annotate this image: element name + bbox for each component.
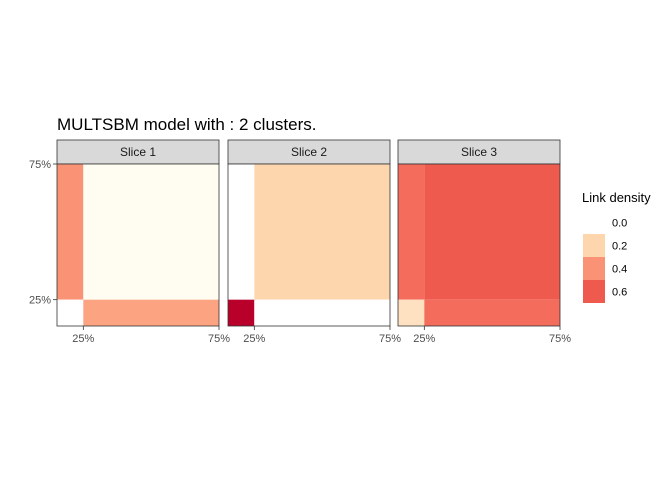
panel-border <box>56 163 220 327</box>
legend-label: 0.2 <box>612 241 627 253</box>
panel-2: Slice 2 25% 75% <box>227 139 401 345</box>
legend-key <box>583 280 605 303</box>
x-tick-label: 25% <box>243 333 265 345</box>
panel-strip <box>56 139 220 165</box>
y-tick-label: 25% <box>29 295 51 307</box>
panel-3: Slice 3 25% 75% <box>397 139 571 345</box>
heatmap-cell <box>424 164 560 300</box>
heatmap-cell <box>83 164 219 300</box>
legend-label: 0.4 <box>612 264 627 276</box>
legend-title: Link density <box>582 190 651 205</box>
legend-key <box>583 257 605 280</box>
x-tick-label: 25% <box>413 333 435 345</box>
x-tick-label: 25% <box>72 333 94 345</box>
heatmap-cell <box>228 299 255 326</box>
x-tick-label: 75% <box>379 333 401 345</box>
legend-key <box>583 234 605 257</box>
x-tick-label: 75% <box>549 333 571 345</box>
heatmap-cell <box>228 164 255 300</box>
heatmap-cell <box>57 299 84 326</box>
heatmap-cell <box>398 299 425 326</box>
heatmap-cell <box>398 164 425 300</box>
panel-strip-label: Slice 3 <box>461 145 497 159</box>
chart-title: MULTSBM model with : 2 clusters. <box>57 115 316 134</box>
heatmap-cell <box>424 299 560 326</box>
heatmap-cell <box>254 164 390 300</box>
heatmap-cell <box>57 164 84 300</box>
panel-strip-label: Slice 2 <box>291 145 327 159</box>
heatmap-cell <box>83 299 219 326</box>
x-tick-label: 75% <box>208 333 230 345</box>
y-tick-label: 75% <box>29 159 51 171</box>
heatmap-cell <box>254 299 390 326</box>
panel-1: Slice 1 25% 75% 75% 25% <box>29 139 230 345</box>
panel-strip-label: Slice 1 <box>120 145 156 159</box>
legend-label: 0.0 <box>612 218 627 230</box>
panels: Slice 1 25% 75% 75% 25% Slice 2 25% 75% Slice 3 2… <box>29 139 571 345</box>
legend-key <box>583 211 605 234</box>
legend: Link density 0.0 0.2 0.4 0.6 <box>582 190 651 303</box>
panel-border <box>397 163 561 327</box>
legend-label: 0.6 <box>612 287 627 299</box>
panel-border <box>227 163 391 327</box>
